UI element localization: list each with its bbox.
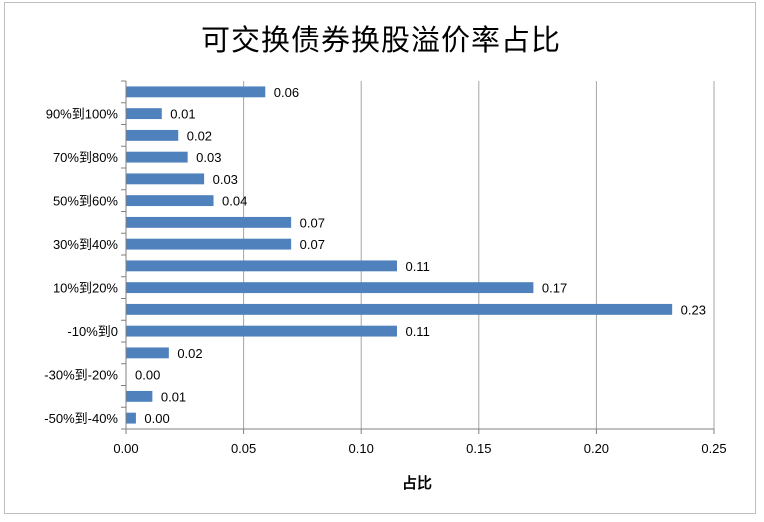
bar [126,303,673,315]
y-tick-label: 10%到20% [53,281,118,296]
bar [126,347,169,359]
y-tick-label: 30%到40% [53,237,118,252]
data-label: 0.02 [187,128,212,143]
data-label: 0.23 [681,302,706,317]
y-tick-label: 70%到80% [53,150,118,165]
x-tick-label: 0.20 [584,441,609,456]
bar [126,108,162,120]
data-label: 0.06 [274,85,299,100]
y-tick-label: -10%到0 [67,324,118,339]
y-tick-label: 90%到100% [46,107,119,122]
data-label: 0.04 [222,194,247,209]
x-axis-title: 占比 [402,474,432,492]
bar [126,216,292,228]
data-label: 0.07 [300,237,325,252]
grid-lines [243,81,715,429]
bar [126,86,266,98]
bar [126,325,397,337]
data-label: 0.03 [213,172,238,187]
data-label: 0.03 [196,150,221,165]
x-tick-label: 0.00 [113,441,138,456]
bar [126,173,205,185]
bar-chart: 0.00 0.05 0.10 0.15 0.20 0.25 0.00 -50%到-40% 0.0… [44,80,727,492]
axes [121,80,715,434]
chart-frame: 可交换债券换股溢价率占比 0.00 0.05 0.10 0.15 0.20 0.25 0.0… [4,2,756,514]
y-tick-label: -50%到-40% [44,411,118,426]
y-tick-label: -30%到-20% [44,368,118,383]
data-label: 0.02 [177,346,202,361]
x-tick-label: 0.10 [349,441,374,456]
bars [126,86,673,424]
data-label: 0.01 [170,107,195,122]
data-label: 0.17 [542,281,567,296]
bar [126,129,179,141]
y-tick-label: 50%到60% [53,194,118,209]
data-label: 0.07 [300,215,325,230]
data-label: 0.11 [405,259,429,274]
bar [126,260,397,272]
bar [126,282,534,294]
data-label: 0.00 [144,411,169,426]
bar [126,390,153,402]
labels: 0.00 0.05 0.10 0.15 0.20 0.25 0.00 -50%到-40% 0.0… [44,85,726,456]
x-tick-label: 0.25 [701,441,726,456]
bar [126,412,136,424]
bar [126,195,214,207]
x-tick-label: 0.15 [466,441,491,456]
bar [126,238,292,250]
x-tick-label: 0.05 [231,441,256,456]
bar [126,151,188,163]
data-label: 0.01 [161,389,186,404]
data-label: 0.11 [405,324,429,339]
chart-title: 可交换债券换股溢价率占比 [200,23,561,57]
data-label: 0.00 [135,368,160,383]
